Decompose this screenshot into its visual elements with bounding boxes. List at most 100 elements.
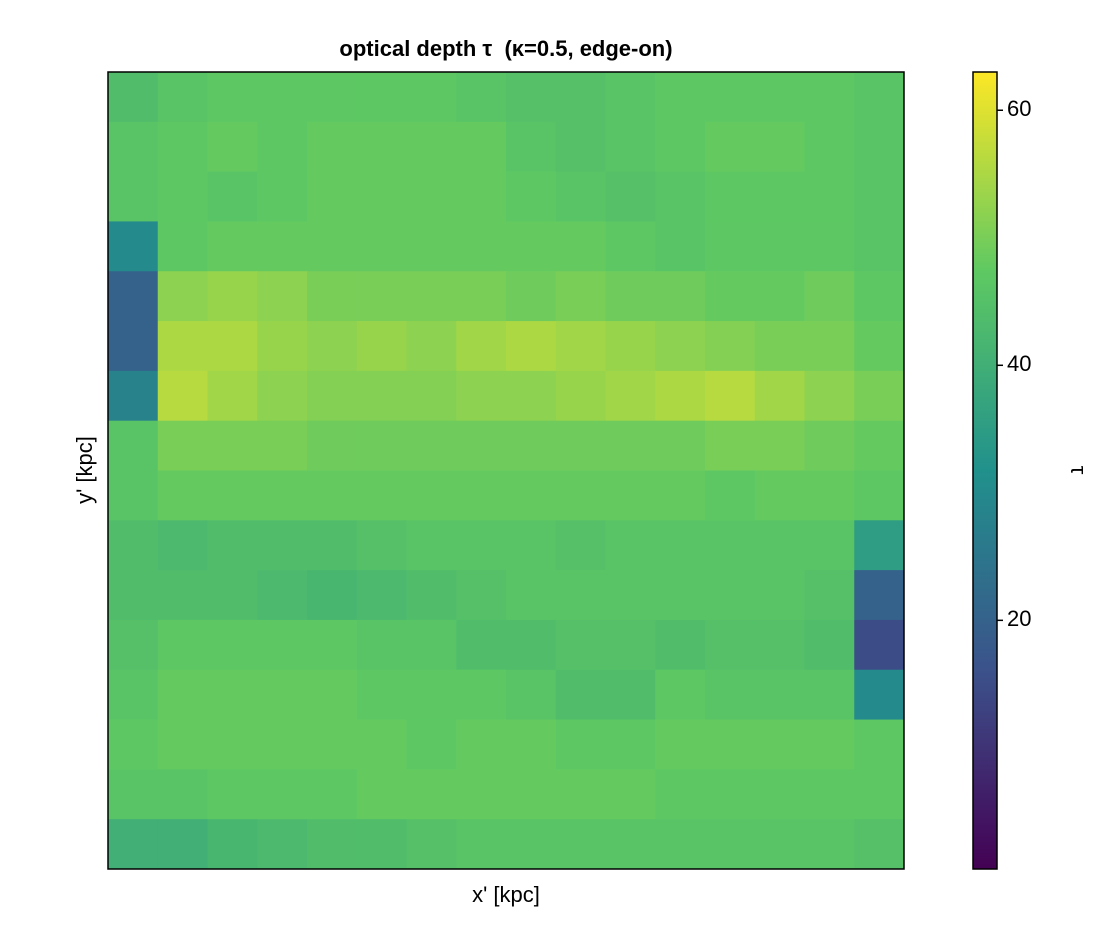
heatmap-cell (157, 121, 208, 173)
heatmap-cell (406, 819, 457, 870)
heatmap-cell (705, 121, 756, 173)
heatmap-cell (506, 719, 557, 770)
heatmap-cell (705, 72, 756, 123)
heatmap-cell (257, 370, 308, 422)
heatmap-cell (307, 72, 358, 123)
heatmap-cell (605, 669, 656, 721)
heatmap-cell (356, 321, 407, 372)
heatmap-cell (207, 669, 258, 721)
heatmap-cell (605, 819, 656, 870)
heatmap-cell (456, 470, 507, 521)
heatmap-cell (307, 370, 358, 422)
heatmap-cell (257, 819, 308, 870)
heatmap-cell (605, 271, 656, 322)
heatmap-cell (257, 221, 308, 272)
heatmap-cell (207, 72, 258, 123)
colorbar-tick-label: 40 (1007, 351, 1031, 376)
heatmap-cell (705, 470, 756, 521)
heatmap-cell (705, 520, 756, 571)
heatmap-cell (406, 121, 457, 173)
heatmap-cell (655, 570, 706, 621)
heatmap-cell (605, 370, 656, 422)
heatmap-cell (157, 520, 208, 571)
heatmap-cell (307, 121, 358, 173)
heatmap-cell (356, 669, 407, 721)
heatmap-cell (207, 470, 258, 521)
heatmap-cell (754, 769, 805, 820)
heatmap-cell (605, 221, 656, 272)
heatmap-cell (456, 271, 507, 322)
heatmap-cell (456, 769, 507, 820)
heatmap-cell (257, 570, 308, 621)
heatmap-cell (506, 570, 557, 621)
heatmap-cell (655, 370, 706, 422)
heatmap-cell (804, 819, 855, 870)
colorbar-label: τ (1066, 466, 1091, 475)
heatmap-cell (108, 321, 159, 372)
heatmap-cell (555, 370, 606, 422)
heatmap-cell (655, 819, 706, 870)
heatmap-cell (754, 271, 805, 322)
heatmap-cell (854, 221, 905, 272)
colorbar (972, 71, 998, 870)
heatmap-cell (705, 171, 756, 222)
y-axis-label: y' [kpc] (72, 436, 97, 504)
heatmap-cell (605, 470, 656, 521)
heatmap-cell (655, 420, 706, 471)
heatmap-cell (456, 719, 507, 770)
heatmap-cell (605, 72, 656, 123)
heatmap-cell (257, 271, 308, 322)
heatmap-cell (705, 570, 756, 621)
heatmap-cell (257, 520, 308, 571)
heatmap-cell (804, 321, 855, 372)
heatmap-cell (854, 72, 905, 123)
heatmap-cell (506, 420, 557, 471)
heatmap-cell (655, 271, 706, 322)
heatmap-cell (307, 520, 358, 571)
heatmap-cell (456, 321, 507, 372)
heatmap-cell (406, 420, 457, 471)
heatmap-cell (257, 121, 308, 173)
heatmap-cell (157, 321, 208, 372)
heatmap-cell (108, 420, 159, 471)
heatmap-cell (754, 420, 805, 471)
heatmap-cell (854, 470, 905, 521)
heatmap-cell (854, 719, 905, 770)
heatmap-cell (207, 520, 258, 571)
heatmap-cell (655, 669, 706, 721)
heatmap-cell (854, 769, 905, 820)
heatmap-cell (555, 470, 606, 521)
heatmap-cell (854, 121, 905, 173)
heatmap-cell (754, 520, 805, 571)
heatmap-cell (705, 370, 756, 422)
heatmap-cell (257, 420, 308, 471)
heatmap-cell (754, 669, 805, 721)
heatmap-cell (207, 819, 258, 870)
heatmap-cell (456, 619, 507, 671)
heatmap-cell (307, 171, 358, 222)
heatmap-cell (456, 171, 507, 222)
heatmap-cell (854, 520, 905, 571)
heatmap-cell (356, 121, 407, 173)
heatmap-cell (754, 321, 805, 372)
heatmap-cell (854, 370, 905, 422)
heatmap-cell (804, 420, 855, 471)
heatmap-cell (157, 819, 208, 870)
heatmap-cell (356, 619, 407, 671)
heatmap-cell (506, 669, 557, 721)
heatmap-cell (754, 370, 805, 422)
heatmap-cell (307, 570, 358, 621)
heatmap-cell (207, 420, 258, 471)
heatmap-cell (754, 719, 805, 770)
heatmap-cell (108, 819, 159, 870)
heatmap-cell (406, 719, 457, 770)
heatmap-cell (406, 619, 457, 671)
heatmap-cell (356, 171, 407, 222)
heatmap-cell (605, 570, 656, 621)
heatmap-cell (108, 669, 159, 721)
heatmap-cell (605, 520, 656, 571)
heatmap-cell (655, 719, 706, 770)
heatmap-cell (804, 669, 855, 721)
heatmap-cell (754, 570, 805, 621)
